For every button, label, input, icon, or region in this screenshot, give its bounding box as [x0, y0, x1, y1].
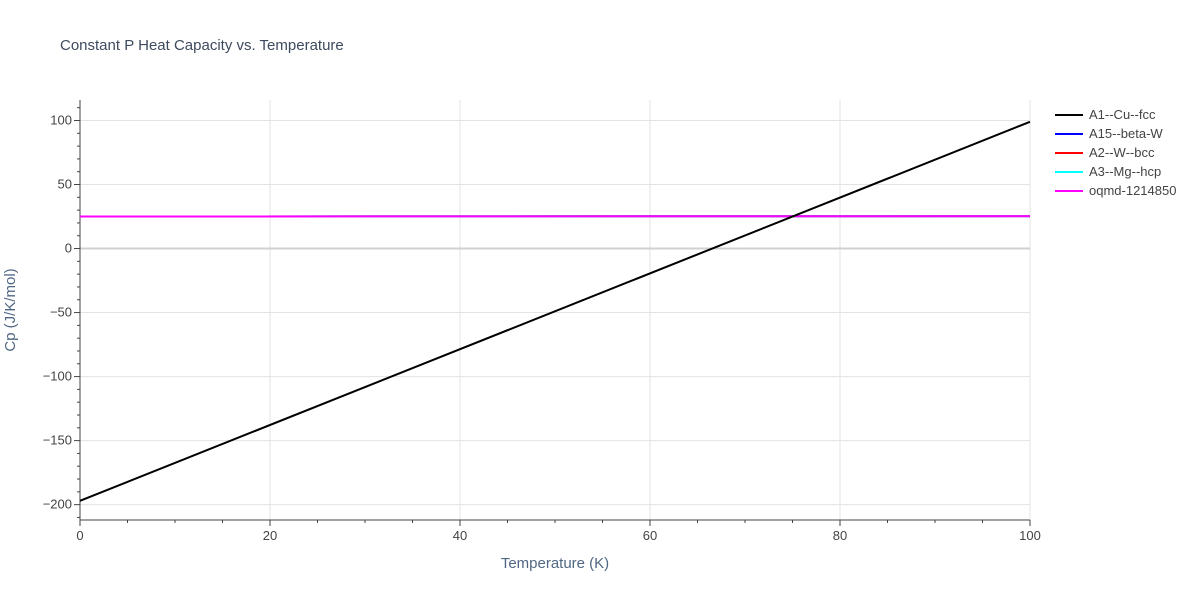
y-tick-label: 100: [50, 112, 72, 127]
x-tick-label: 80: [833, 528, 847, 543]
x-tick-label: 0: [76, 528, 83, 543]
x-axis-title: Temperature (K): [501, 555, 609, 572]
grid-layer: [80, 100, 1031, 520]
series-line-a1-cu-fcc: [79, 120, 1031, 502]
legend-item-a2-w-bcc[interactable]: A2--W--bcc: [1055, 145, 1155, 160]
legend-item-oqmd-1214850[interactable]: oqmd-1214850: [1055, 183, 1176, 198]
legend-label: A15--beta-W: [1089, 126, 1163, 141]
chart-title: Constant P Heat Capacity vs. Temperature: [60, 37, 344, 54]
y-tick-label: −50: [50, 305, 72, 320]
x-tick-label: 100: [1019, 528, 1041, 543]
legend-item-a1-cu-fcc[interactable]: A1--Cu--fcc: [1055, 107, 1156, 122]
y-tick-label: 50: [58, 177, 72, 192]
x-tick-label: 60: [643, 528, 657, 543]
series-layer: [79, 120, 1031, 502]
legend-label: oqmd-1214850: [1089, 183, 1176, 198]
legend-label: A3--Mg--hcp: [1089, 164, 1161, 179]
x-tick-label: 40: [453, 528, 467, 543]
legend[interactable]: A1--Cu--fcc A15--beta-W A2--W--bcc A3--Mg--…: [1055, 107, 1176, 198]
y-tick-label: −100: [43, 369, 72, 384]
legend-label: A2--W--bcc: [1089, 145, 1155, 160]
axis-layer: 0 20 40 60 80 100 −200 −150 −100 −50 0 50 100: [43, 100, 1041, 543]
y-axis-title: Cp (J/K/mol): [2, 268, 19, 351]
legend-item-a3-mg-hcp[interactable]: A3--Mg--hcp: [1055, 164, 1161, 179]
y-tick-label: −200: [43, 497, 72, 512]
x-tick-label: 20: [263, 528, 277, 543]
y-tick-label: −150: [43, 433, 72, 448]
legend-label: A1--Cu--fcc: [1089, 107, 1156, 122]
legend-item-a15-beta-w[interactable]: A15--beta-W: [1055, 126, 1163, 141]
y-tick-label: 0: [65, 241, 72, 256]
